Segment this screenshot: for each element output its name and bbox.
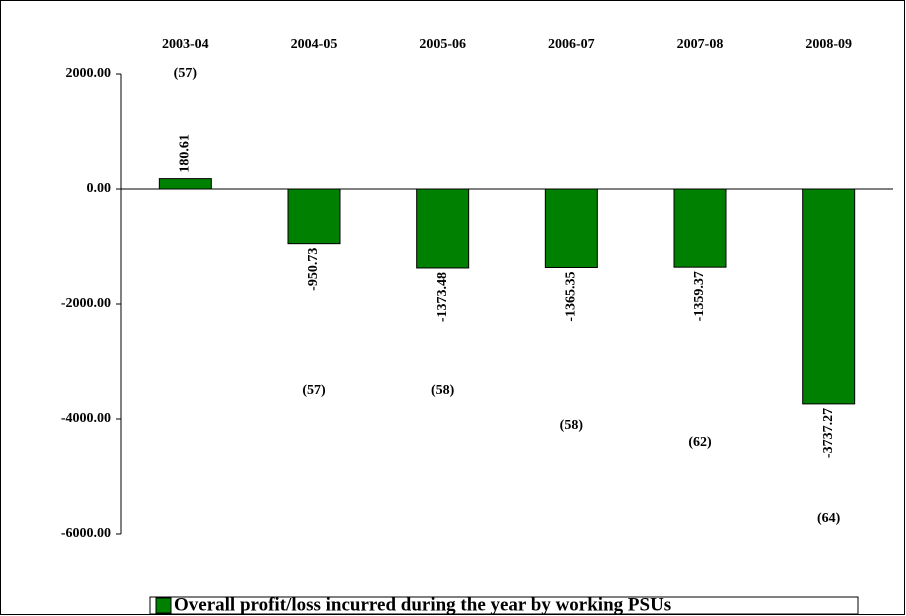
value-label: -1365.35 xyxy=(564,272,579,322)
annotation: (57) xyxy=(302,383,326,398)
annotation: (58) xyxy=(431,383,455,398)
x-tick-label: 2006-07 xyxy=(548,37,595,52)
bar xyxy=(158,178,212,190)
bar xyxy=(287,188,341,245)
annotation: (58) xyxy=(560,418,584,433)
bar xyxy=(673,188,727,268)
legend-box xyxy=(149,596,859,615)
y-tick-label: -4000.00 xyxy=(61,411,111,426)
legend-label: Overall profit/loss incurred during the … xyxy=(174,594,671,615)
legend-swatch xyxy=(155,597,172,614)
x-tick-label: 2005-06 xyxy=(419,37,466,52)
value-label: -1373.48 xyxy=(435,272,450,322)
bar xyxy=(544,188,598,269)
x-tick-label: 2004-05 xyxy=(291,37,338,52)
y-tick-label: -2000.00 xyxy=(61,296,111,311)
value-label: -950.73 xyxy=(306,248,321,291)
x-tick-label: 2007-08 xyxy=(677,37,724,52)
value-label: -3737.27 xyxy=(821,408,836,458)
x-tick-label: 2003-04 xyxy=(162,37,209,52)
bar xyxy=(802,188,856,405)
value-label: -1359.37 xyxy=(692,271,707,321)
bar xyxy=(416,188,470,269)
annotation: (64) xyxy=(817,511,841,526)
y-tick-label: 2000.00 xyxy=(66,66,112,81)
y-tick-label: -6000.00 xyxy=(61,526,111,541)
annotation: (62) xyxy=(688,435,712,450)
annotation: (57) xyxy=(174,66,198,81)
y-tick-label: 0.00 xyxy=(87,181,112,196)
x-tick-label: 2008-09 xyxy=(805,37,852,52)
value-label: 180.61 xyxy=(178,134,193,173)
